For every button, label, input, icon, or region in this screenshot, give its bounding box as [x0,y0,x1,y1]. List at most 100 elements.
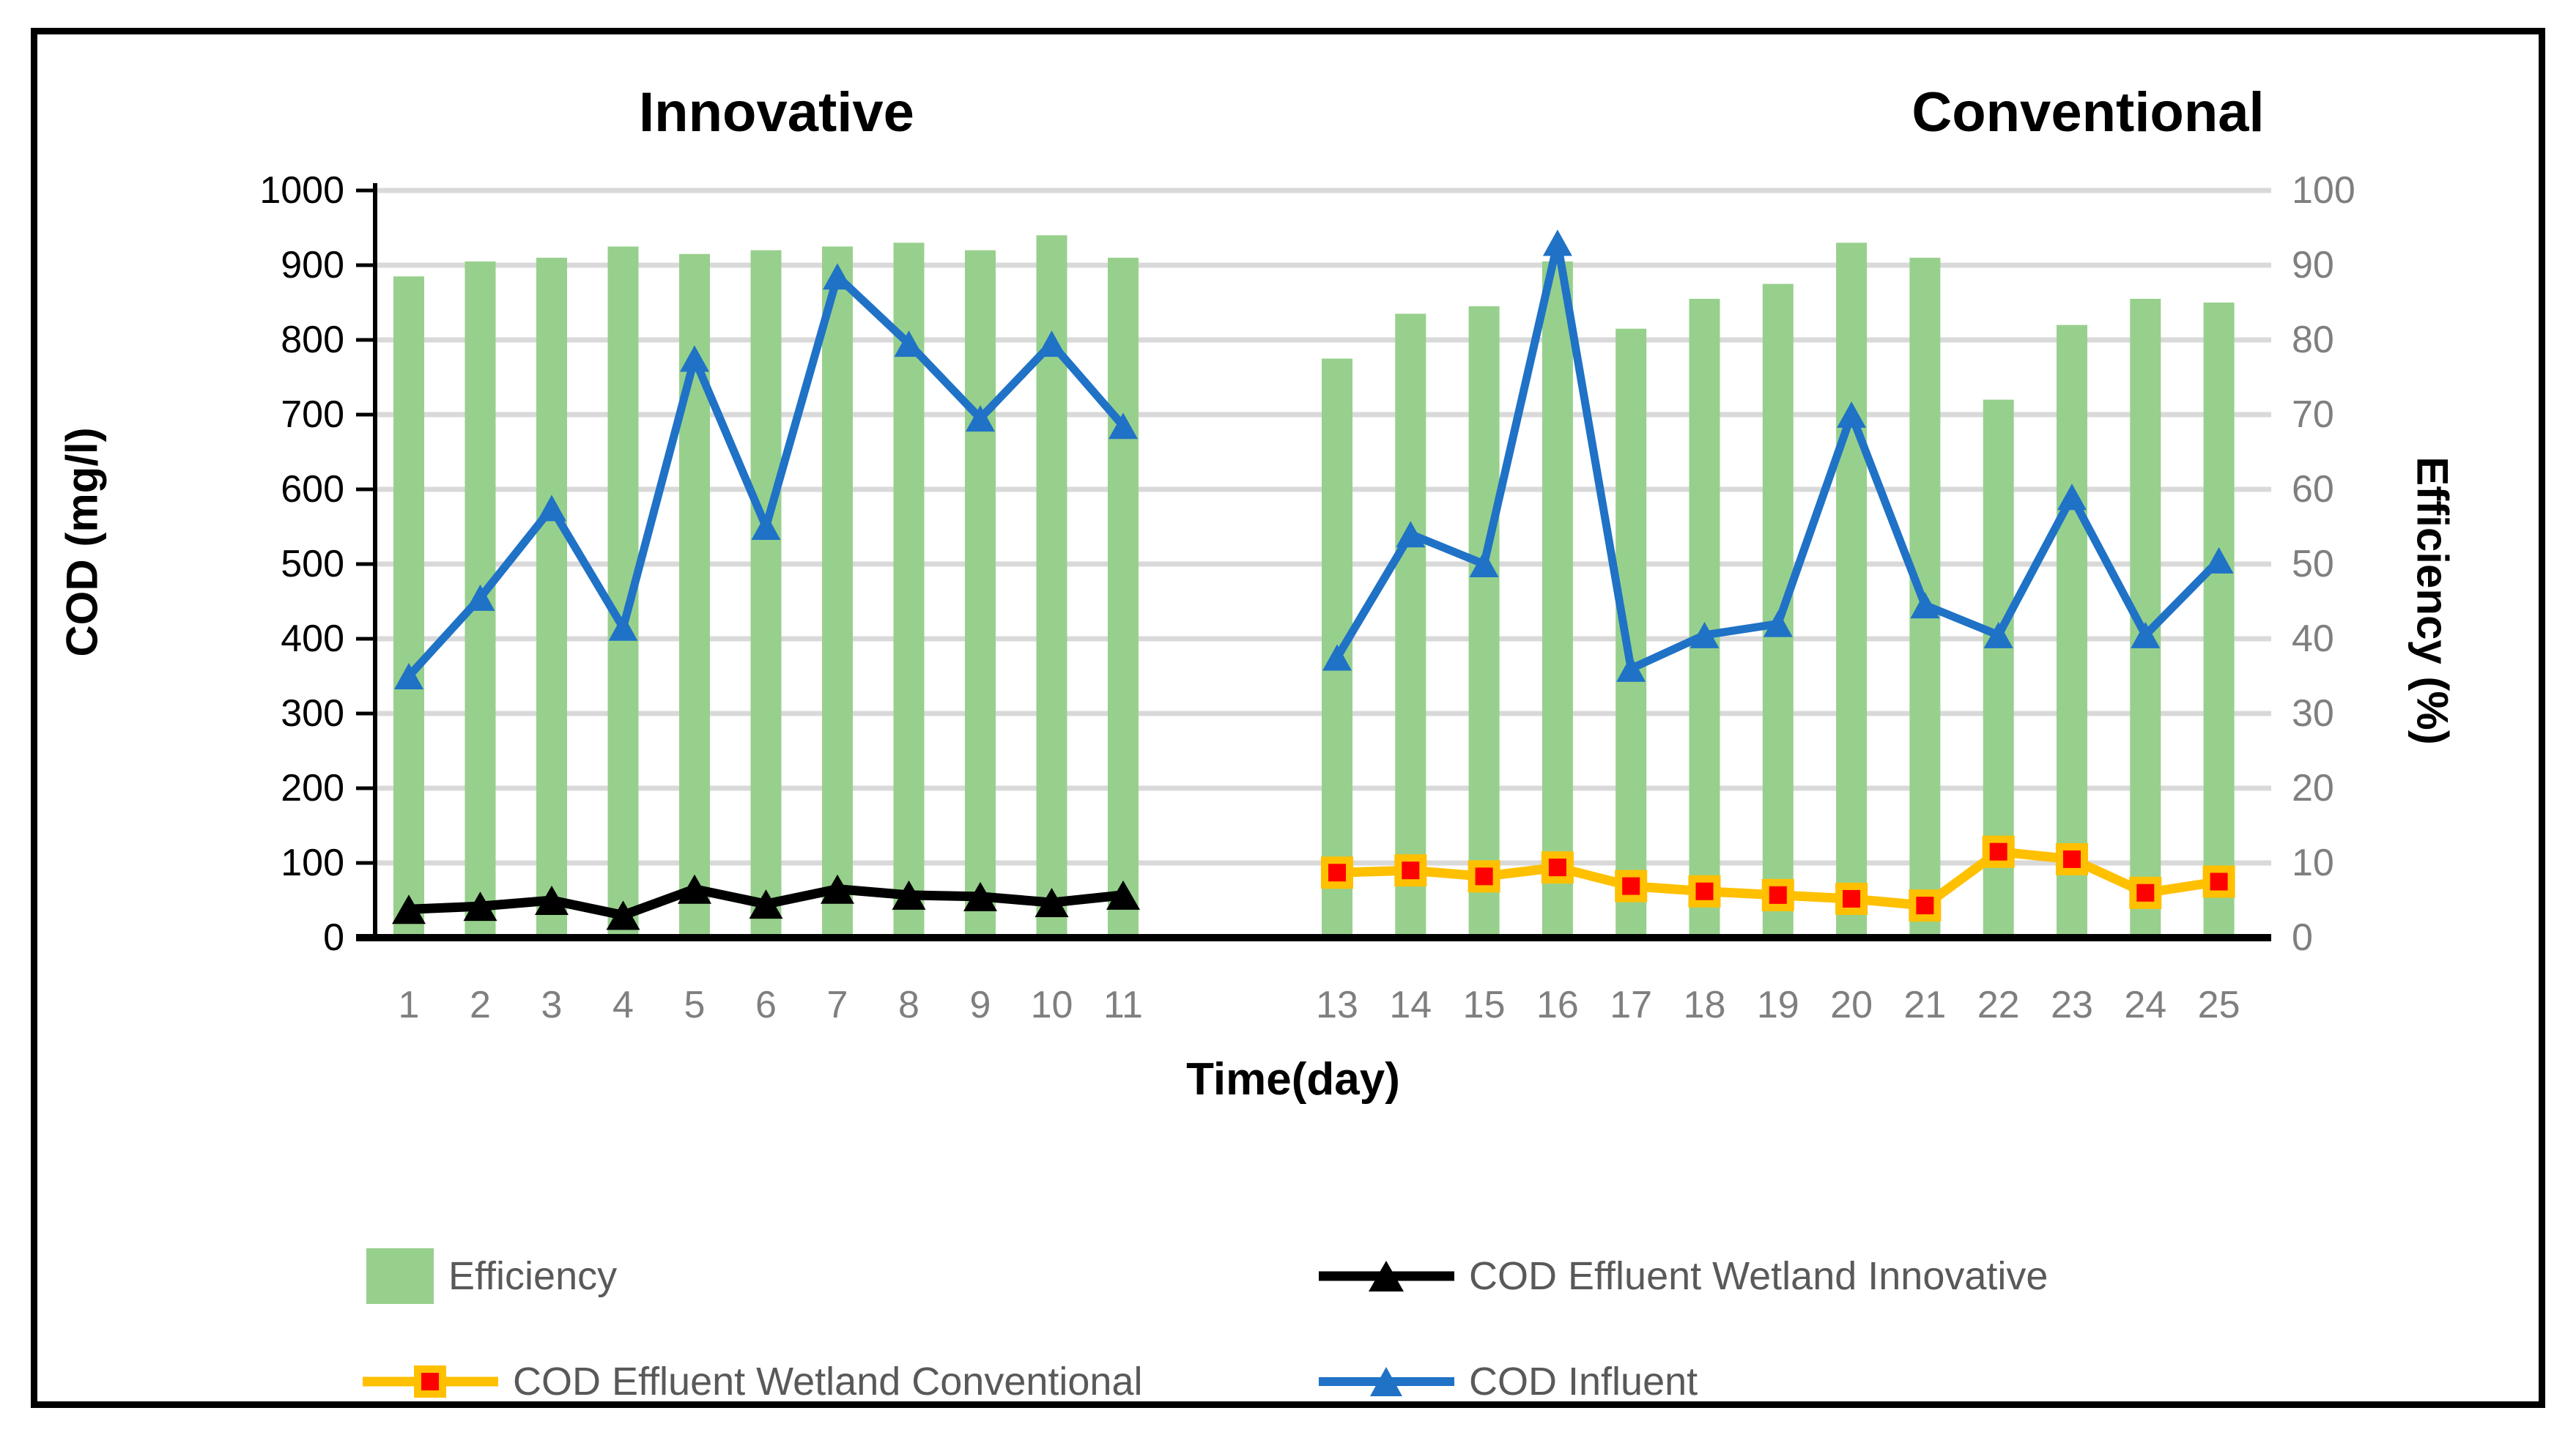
cod-effluent-conventional-marker [1835,882,1868,915]
cod-influent-marker [1322,644,1352,671]
left-axis-tick-label: 0 [323,916,344,959]
efficiency-bar [1689,298,1720,938]
green-bar-swatch-icon [366,1248,434,1304]
cod-effluent-conventional-marker [2056,842,2088,875]
efficiency-bar [2057,325,2087,938]
cod-influent-marker [1542,229,1572,256]
cod-effluent-conventional-marker [1467,860,1500,893]
panel-title-innovative: Innovative [639,81,914,144]
legend-item-efficiency: Efficiency [366,1247,617,1305]
efficiency-bar [1108,257,1139,938]
cod-effluent-conventional-marker [1615,870,1648,903]
left-axis-tick-label: 800 [281,319,344,361]
legend-label: COD Effluent Wetland Conventional [513,1360,1143,1404]
right-axis-title: Efficiency (%) [2407,456,2457,745]
day-label: 15 [1463,984,1506,1026]
legend-label: Efficiency [448,1254,618,1298]
x-axis-title: Time(day) [1186,1054,1400,1105]
day-label: 3 [541,984,563,1026]
day-label: 23 [2051,984,2093,1026]
efficiency-bar [1541,261,1573,938]
cod-effluent-innovative-marker [606,900,640,930]
axis-tick-labels: 1 2 3 4 5 6 7 8 9 10 11 13 14 15 16 17 18 19 20 21 22 23 24 251… [259,169,2355,1026]
efficiency-bar [536,257,567,938]
cod-effluent-innovative-marker [1035,888,1069,918]
right-axis-tick-label: 80 [2292,319,2334,361]
cod-influent-marker [680,345,709,372]
cod-effluent-innovative-marker [1106,880,1140,910]
cod-influent-marker [1689,621,1720,648]
efficiency-bar [2203,303,2235,938]
day-label: 22 [1977,984,2020,1026]
legend-label: COD Influent [1469,1360,1698,1404]
cod-effluent-innovative-marker [963,881,997,911]
cod-effluent-innovative-marker [392,894,426,924]
cod-influent-marker [1616,655,1646,682]
legend-item-effluent-conventional: COD Effluent Wetland Conventional [363,1352,1143,1411]
cod-influent-marker [2057,483,2087,511]
right-axis-tick-label: 70 [2292,393,2334,436]
axes [356,183,2271,941]
right-axis-tick-label: 0 [2292,916,2313,959]
right-axis-tick-label: 10 [2292,842,2334,884]
day-label: 6 [755,984,777,1026]
left-axis-tick-label: 600 [281,468,344,511]
day-label: 5 [684,984,706,1026]
efficiency-bar [1836,242,1868,938]
cod-effluent-conventional-marker [1761,878,1794,911]
cod-effluent-conventional-marker [1909,889,1942,922]
right-axis-tick-label: 30 [2292,692,2334,735]
day-label: 7 [827,984,848,1026]
efficiency-bar [1395,314,1426,938]
cod-influent-marker [966,405,995,432]
right-axis-tick-label: 60 [2292,468,2334,511]
day-label: 10 [1031,984,1073,1026]
legend-label: COD Effluent Wetland Innovative [1469,1254,2048,1298]
day-label: 11 [1103,984,1143,1026]
cod-effluent-innovative-marker [535,886,569,915]
right-axis-tick-label: 40 [2292,618,2334,660]
efficiency-bar [1615,328,1647,938]
left-axis-tick-label: 400 [281,618,344,660]
cod-influent-marker [537,494,566,522]
day-label: 25 [2198,984,2240,1026]
cod-influent-marker [751,514,781,540]
cod-influent-marker [2131,621,2161,648]
cod-effluent-conventional-marker [1541,851,1574,884]
cod-effluent-conventional-marker [1394,854,1427,887]
day-label: 14 [1389,984,1432,1026]
cod-effluent-conventional-marker [2129,876,2162,909]
day-label: 1 [399,984,420,1026]
cod-effluent-conventional-marker [1982,835,2015,868]
right-axis-tick-label: 90 [2292,244,2334,286]
day-label: 8 [898,984,919,1026]
cod-influent-marker [2204,546,2234,574]
efficiency-bar [822,246,853,938]
left-axis-tick-label: 900 [281,244,344,286]
cod-influent-marker [894,330,924,357]
cod-effluent-conventional-marker [1321,856,1353,889]
legend-item-effluent-innovative: COD Effluent Wetland Innovative [1319,1247,2048,1305]
data-lines [392,229,2235,930]
day-label: 21 [1903,984,1946,1026]
efficiency-bar [393,276,424,938]
cod-effluent-innovative-marker [678,874,711,904]
day-label: 2 [470,984,491,1026]
day-label: 24 [2124,984,2166,1026]
cod-influent-marker [1396,521,1426,548]
efficiency-bar [750,250,782,938]
day-label: 17 [1610,984,1652,1026]
right-axis-tick-label: 20 [2292,767,2334,809]
cod-influent-marker [1109,412,1138,440]
cod-effluent-conventional-marker [2202,865,2235,898]
cod-influent-marker [1983,621,2013,648]
left-axis-tick-label: 300 [281,692,344,735]
cod-influent-marker [394,663,423,689]
day-label: 19 [1757,984,1799,1026]
panel-title-conventional: Conventional [1911,81,2265,144]
cod-influent-marker [1837,401,1867,428]
left-axis-tick-label: 100 [281,842,344,884]
day-label: 18 [1684,984,1726,1026]
left-axis-tick-label: 1000 [259,169,344,212]
